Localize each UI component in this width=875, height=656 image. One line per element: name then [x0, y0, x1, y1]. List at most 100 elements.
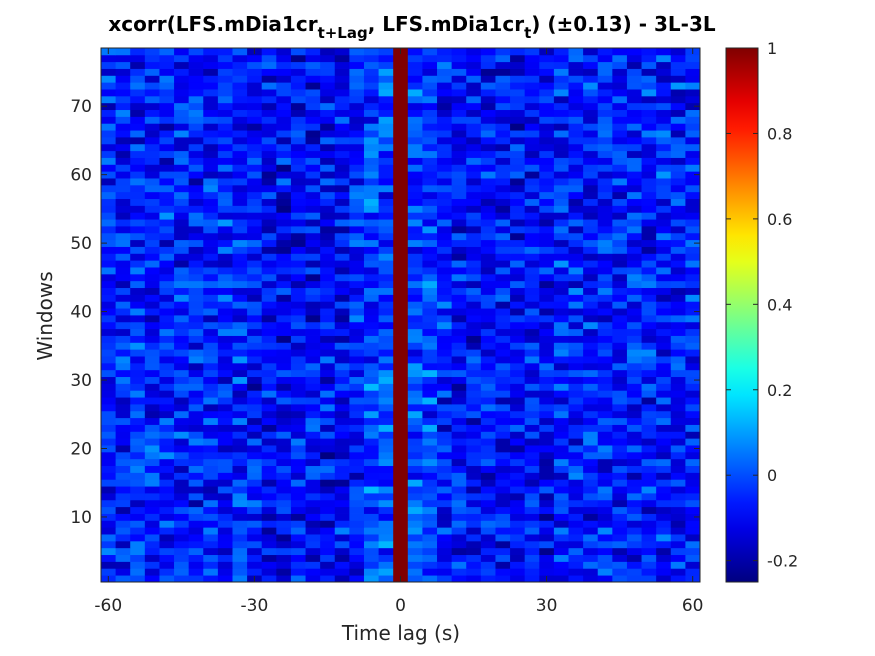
heatmap-cell [480, 301, 496, 309]
heatmap-cell [393, 458, 409, 467]
heatmap-cell [378, 184, 394, 193]
heatmap-cell [349, 239, 365, 247]
heatmap-cell [451, 198, 467, 206]
heatmap-cell [101, 349, 117, 357]
heatmap-cell [510, 328, 526, 336]
heatmap-cell [247, 376, 263, 384]
heatmap-cell [466, 191, 482, 200]
heatmap-cell [188, 369, 204, 378]
heatmap-cell [568, 68, 584, 76]
heatmap-cell [422, 438, 438, 446]
heatmap-cell [437, 198, 453, 206]
heatmap-cell [115, 184, 131, 193]
heatmap-cell [115, 267, 131, 275]
heatmap-cell [407, 499, 423, 508]
heatmap-cell [261, 499, 277, 508]
heatmap-cell [670, 150, 686, 158]
heatmap-cell [583, 472, 599, 480]
heatmap-cell [568, 390, 584, 398]
heatmap-cell [334, 301, 350, 309]
heatmap-cell [101, 287, 117, 295]
heatmap-cell [407, 226, 423, 234]
heatmap-cell [217, 137, 233, 145]
heatmap-cell [510, 143, 526, 152]
heatmap-cell [685, 520, 701, 528]
heatmap-cell [422, 520, 438, 528]
heatmap-cell [290, 102, 306, 111]
heatmap-cell [349, 301, 365, 309]
heatmap-cell [378, 191, 394, 200]
heatmap-cell [130, 540, 146, 549]
heatmap-cell [363, 390, 379, 398]
heatmap-cell [159, 465, 175, 473]
heatmap-cell [495, 82, 511, 90]
heatmap-cell [203, 95, 219, 104]
heatmap-cell [305, 184, 321, 193]
heatmap-cell [568, 554, 584, 562]
heatmap-cell [130, 417, 146, 425]
heatmap-cell [641, 178, 657, 186]
heatmap-cell [583, 465, 599, 473]
heatmap-cell [174, 458, 190, 467]
heatmap-cell [144, 376, 160, 384]
heatmap-cell [510, 465, 526, 473]
heatmap-cell [656, 527, 672, 535]
heatmap-cell [451, 493, 467, 501]
heatmap-cell [510, 431, 526, 439]
heatmap-cell [276, 445, 292, 453]
heatmap-cell [174, 143, 190, 152]
heatmap-cell [378, 267, 394, 275]
heatmap-cell [524, 561, 540, 569]
heatmap-cell [553, 95, 569, 104]
heatmap-cell [685, 102, 701, 111]
heatmap-cell [685, 431, 701, 439]
heatmap-cell [583, 184, 599, 193]
heatmap-cell [553, 253, 569, 261]
heatmap-cell [115, 130, 131, 138]
heatmap-cell [130, 137, 146, 145]
heatmap-cell [247, 534, 263, 542]
heatmap-cell [115, 356, 131, 364]
heatmap-cell [203, 68, 219, 76]
heatmap-cell [320, 328, 336, 336]
heatmap-cell [393, 417, 409, 425]
heatmap-cell [466, 520, 482, 528]
heatmap-cell [378, 383, 394, 391]
heatmap-cell [261, 561, 277, 569]
heatmap-cell [378, 205, 394, 213]
heatmap-cell [320, 315, 336, 323]
heatmap-cell [101, 143, 117, 152]
heatmap-cell [466, 184, 482, 193]
heatmap-cell [685, 349, 701, 357]
heatmap-cell [378, 451, 394, 460]
heatmap-cell [188, 273, 204, 282]
heatmap-cell [144, 356, 160, 364]
heatmap-cell [583, 445, 599, 453]
heatmap-cell [305, 540, 321, 549]
heatmap-cell [393, 267, 409, 275]
heatmap-cell [130, 191, 146, 200]
heatmap-cell [378, 506, 394, 514]
heatmap-cell [510, 417, 526, 425]
heatmap-cell [407, 116, 423, 124]
heatmap-cell [144, 383, 160, 391]
heatmap-cell [568, 479, 584, 487]
heatmap-cell [144, 150, 160, 158]
heatmap-cell [203, 130, 219, 138]
heatmap-cell [495, 150, 511, 158]
heatmap-cell [524, 273, 540, 282]
heatmap-cell [305, 513, 321, 521]
heatmap-cell [407, 253, 423, 261]
heatmap-cell [159, 178, 175, 186]
colorbar-tick-label: 0.2 [767, 381, 792, 400]
heatmap-cell [188, 219, 204, 227]
heatmap-cell [378, 157, 394, 165]
heatmap-cell [349, 486, 365, 494]
heatmap-cell [422, 486, 438, 494]
heatmap-cell [641, 219, 657, 227]
heatmap-cell [641, 493, 657, 501]
heatmap-cell [495, 116, 511, 124]
heatmap-cell [466, 383, 482, 391]
heatmap-cell [305, 198, 321, 206]
heatmap-cell [685, 362, 701, 371]
